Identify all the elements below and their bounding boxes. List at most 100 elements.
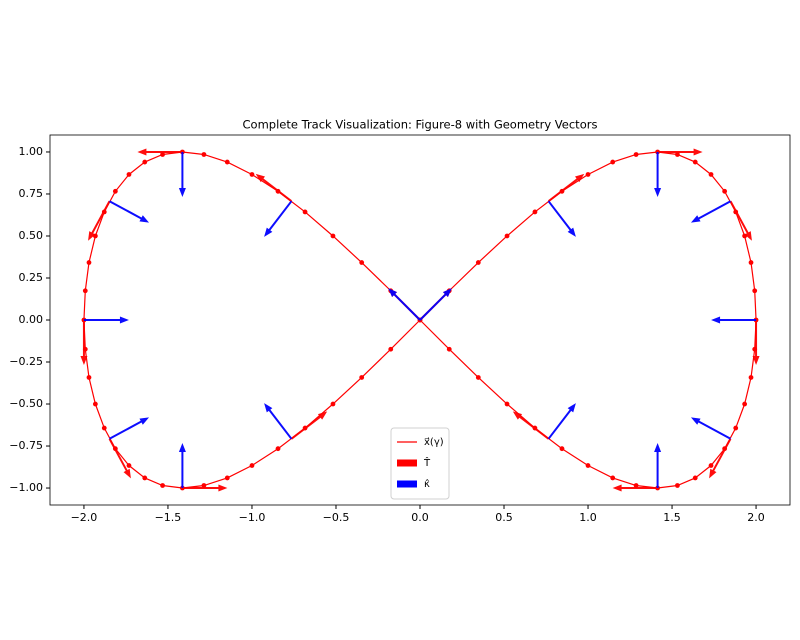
vector-arrow: [264, 403, 293, 440]
series-point: [388, 346, 394, 352]
y-tick-label: 0.75: [19, 187, 44, 200]
series-point: [224, 159, 230, 165]
vector-arrow: [290, 411, 328, 440]
series-point: [532, 209, 538, 215]
series-point: [633, 152, 639, 157]
vector-arrow: [109, 417, 150, 440]
series-point: [330, 401, 336, 407]
series-point: [475, 260, 481, 265]
x-tick-label: −1.5: [155, 511, 182, 524]
x-tick-label: −0.5: [323, 511, 350, 524]
vector-arrow: [80, 320, 88, 365]
y-tick-label: −1.00: [9, 481, 43, 494]
x-tick-label: −1.0: [239, 511, 266, 524]
series-point: [92, 401, 98, 407]
y-tick-label: −0.50: [9, 397, 43, 410]
chart-title: Complete Track Visualization: Figure-8 w…: [243, 118, 598, 132]
series-point: [86, 260, 92, 265]
series-point: [249, 463, 255, 468]
series-point: [708, 463, 714, 468]
series-point: [330, 233, 336, 239]
legend-patch: [397, 480, 417, 488]
vector-arrow: [612, 484, 658, 492]
series-point: [446, 346, 452, 352]
x-tick-label: 1.0: [579, 511, 597, 524]
x-tick-label: 2.0: [747, 511, 765, 524]
series-point: [359, 260, 365, 265]
vector-arrow: [711, 316, 757, 324]
vector-arrow: [547, 200, 576, 237]
series-point: [675, 152, 680, 157]
y-tick-label: 0.50: [19, 229, 44, 242]
y-tick-label: 0.25: [19, 271, 44, 284]
vector-arrow: [182, 484, 228, 492]
series-point: [722, 188, 728, 194]
vector-arrow: [547, 173, 585, 202]
vector-arrow: [388, 288, 421, 321]
series-point: [359, 375, 365, 380]
vector-arrow: [547, 403, 576, 440]
y-tick-label: −0.25: [9, 355, 43, 368]
legend-label: x⃗(γ): [424, 437, 444, 448]
vector-arrow: [137, 148, 183, 156]
series-point: [475, 375, 481, 380]
series-point: [585, 463, 591, 468]
series-point: [142, 159, 148, 165]
x-tick-label: −2.0: [71, 511, 98, 524]
series-point: [585, 172, 591, 177]
axes-frame: [49, 134, 791, 506]
series-point: [160, 152, 165, 157]
series-point: [249, 172, 255, 177]
series-point: [82, 288, 88, 294]
series-point: [692, 475, 698, 481]
vector-arrow: [264, 200, 293, 237]
vector-arrow: [178, 151, 186, 197]
vector-arrow: [752, 320, 760, 365]
series-point: [733, 425, 739, 431]
vector-arrow: [654, 151, 662, 197]
series-point: [708, 172, 714, 177]
series-point: [675, 483, 680, 488]
series-point: [752, 288, 758, 294]
vector-arrow: [255, 173, 293, 202]
series-point: [742, 401, 748, 407]
series-point: [86, 375, 92, 380]
vector-arrow: [729, 200, 752, 241]
legend-label: κ̂: [424, 478, 430, 490]
x-tick-label: 0.5: [495, 511, 513, 524]
vector-arrow: [690, 417, 731, 440]
vector-arrow: [108, 438, 131, 479]
x-tick-label: 1.5: [663, 511, 681, 524]
series-point: [302, 209, 308, 215]
vector-arrow: [654, 443, 662, 489]
series-point: [224, 475, 230, 481]
legend-patch: [397, 459, 417, 467]
series-point: [160, 483, 165, 488]
series-point: [101, 425, 107, 431]
series-point: [748, 260, 754, 265]
series-point: [275, 446, 281, 452]
series-point: [201, 152, 207, 157]
series-point: [504, 233, 510, 239]
legend-label: T̂: [423, 456, 431, 469]
vector-arrow: [88, 200, 111, 241]
y-tick-label: −0.75: [9, 439, 43, 452]
series-point: [126, 463, 132, 468]
vector-arrow: [657, 148, 703, 156]
y-tick-label: 1.00: [19, 145, 44, 158]
series-point: [112, 188, 118, 194]
series-point: [692, 159, 698, 165]
vector-arrow: [419, 288, 452, 321]
series-point: [126, 172, 132, 177]
legend: x⃗(γ) T̂ κ̂: [390, 427, 450, 500]
series-point: [201, 483, 207, 488]
series-point: [748, 375, 754, 380]
vector-arrow: [178, 443, 186, 489]
series-point: [610, 475, 616, 481]
vector-arrow: [109, 200, 150, 223]
x-tick-label: 0.0: [411, 511, 429, 524]
y-tick-label: 0.00: [19, 313, 44, 326]
vector-arrow: [690, 200, 731, 223]
